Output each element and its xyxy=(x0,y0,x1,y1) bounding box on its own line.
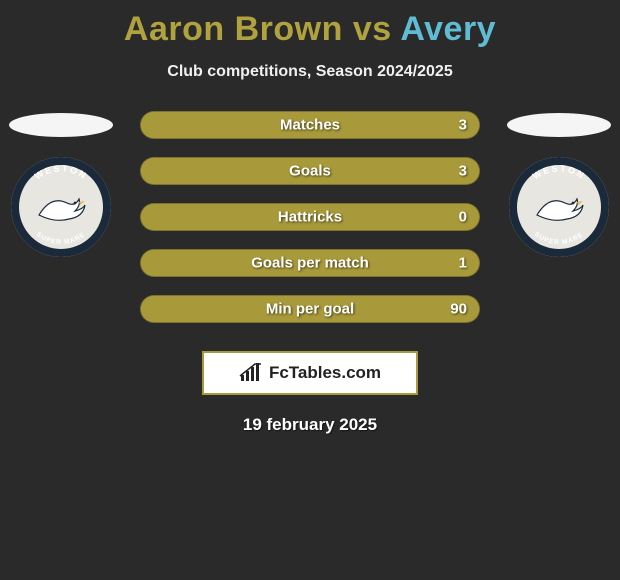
brand-chart-icon xyxy=(239,363,263,383)
player1-club-badge: WESTON SUPER MARE xyxy=(11,157,111,257)
vs-text: vs xyxy=(353,10,392,48)
brand-box[interactable]: FcTables.com xyxy=(202,351,418,395)
bar-value-right: 3 xyxy=(459,163,467,180)
stat-bar: Goals per match 1 xyxy=(140,249,480,277)
bar-value-right: 90 xyxy=(450,301,467,318)
bar-label: Goals per match xyxy=(251,255,369,272)
left-avatar-column: WESTON SUPER MARE xyxy=(6,111,116,257)
stat-bar: Goals 3 xyxy=(140,157,480,185)
bar-value-right: 0 xyxy=(459,209,467,226)
bar-value-right: 1 xyxy=(459,255,467,272)
player2-name: Avery xyxy=(400,10,496,48)
stat-bars: Matches 3 Goals 3 Hattricks 0 Goals per match 1… xyxy=(140,111,480,323)
brand-text: FcTables.com xyxy=(269,363,381,383)
stat-bar: Min per goal 90 xyxy=(140,295,480,323)
right-avatar-column: WESTON SUPER MARE xyxy=(504,111,614,257)
player1-name: Aaron Brown xyxy=(124,10,343,48)
stat-bar: Hattricks 0 xyxy=(140,203,480,231)
page-title: Aaron Brown vs Avery xyxy=(0,0,620,49)
bar-label: Matches xyxy=(280,117,340,134)
player2-club-badge: WESTON SUPER MARE xyxy=(509,157,609,257)
bar-label: Min per goal xyxy=(266,301,354,318)
comparison-stage: WESTON SUPER MARE WESTON SUPER MARE xyxy=(0,111,620,323)
player2-photo-placeholder xyxy=(507,113,611,137)
stat-bar: Matches 3 xyxy=(140,111,480,139)
bar-label: Hattricks xyxy=(278,209,342,226)
bar-value-right: 3 xyxy=(459,117,467,134)
date-line: 19 february 2025 xyxy=(0,415,620,435)
bar-label: Goals xyxy=(289,163,331,180)
player1-photo-placeholder xyxy=(9,113,113,137)
subtitle: Club competitions, Season 2024/2025 xyxy=(0,63,620,81)
